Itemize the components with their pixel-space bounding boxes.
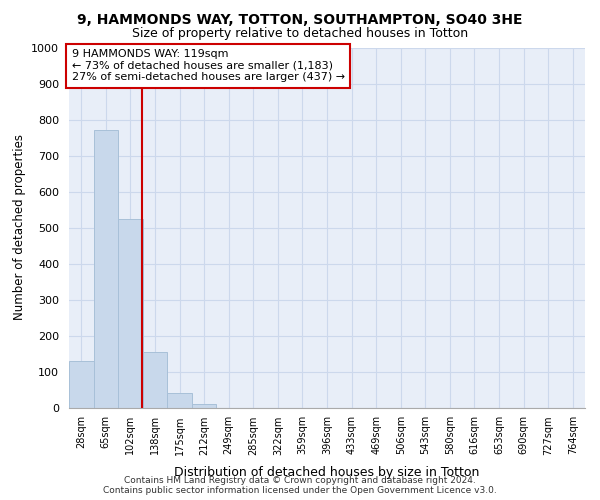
Text: Contains public sector information licensed under the Open Government Licence v3: Contains public sector information licen… [103,486,497,495]
Bar [192,404,217,407]
Bar [69,360,94,408]
Bar [118,218,143,408]
Text: 9, HAMMONDS WAY, TOTTON, SOUTHAMPTON, SO40 3HE: 9, HAMMONDS WAY, TOTTON, SOUTHAMPTON, SO… [77,12,523,26]
Bar [94,130,118,407]
X-axis label: Distribution of detached houses by size in Totton: Distribution of detached houses by size … [175,466,479,479]
Y-axis label: Number of detached properties: Number of detached properties [13,134,26,320]
Bar [167,393,192,407]
Bar [143,352,167,408]
Text: 9 HAMMONDS WAY: 119sqm
← 73% of detached houses are smaller (1,183)
27% of semi-: 9 HAMMONDS WAY: 119sqm ← 73% of detached… [71,50,345,82]
Text: Size of property relative to detached houses in Totton: Size of property relative to detached ho… [132,28,468,40]
Text: Contains HM Land Registry data © Crown copyright and database right 2024.: Contains HM Land Registry data © Crown c… [124,476,476,485]
